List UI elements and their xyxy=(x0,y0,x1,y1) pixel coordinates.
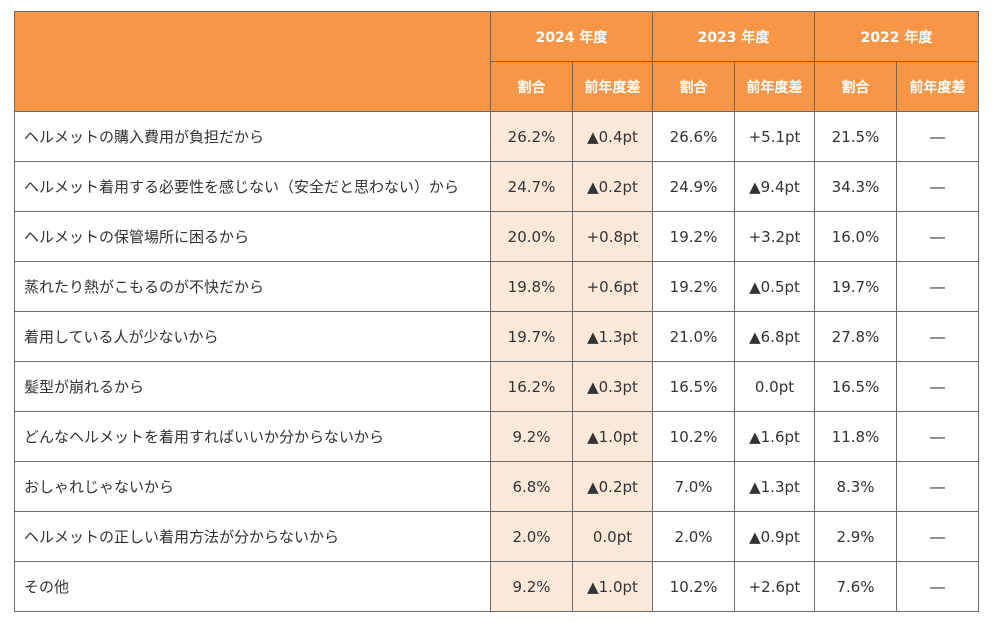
cell-share-2024: 24.7% xyxy=(490,161,573,212)
cell-share-2022: 7.6% xyxy=(814,561,897,612)
row-reason-label: 髪型が崩れるから xyxy=(14,361,491,412)
cell-share-2022: 27.8% xyxy=(814,311,897,362)
row-reason-label: どんなヘルメットを着用すればいいか分からないから xyxy=(14,411,491,462)
cell-diff-2022: ― xyxy=(896,461,979,512)
table-row: ヘルメットの保管場所に困るから 20.0% +0.8pt 19.2% +3.2pt 16.… xyxy=(14,211,979,262)
cell-diff-2024: 0.0pt xyxy=(572,511,653,562)
cell-diff-2023: +3.2pt xyxy=(734,211,815,262)
row-reason-label: ヘルメットの保管場所に困るから xyxy=(14,211,491,262)
header-year-2022: 2022 年度 xyxy=(814,11,979,62)
table-row: どんなヘルメットを着用すればいいか分からないから 9.2% ▲1.0pt 10.2% ▲… xyxy=(14,411,979,462)
cell-share-2022: 11.8% xyxy=(814,411,897,462)
cell-diff-2024: ▲1.0pt xyxy=(572,411,653,462)
cell-diff-2023: +2.6pt xyxy=(734,561,815,612)
cell-diff-2024: ▲0.4pt xyxy=(572,111,653,162)
table-body: ヘルメットの購入費用が負担だから 26.2% ▲0.4pt 26.6% +5.1pt 21… xyxy=(14,111,979,612)
cell-diff-2023: ▲9.4pt xyxy=(734,161,815,212)
cell-share-2024: 9.2% xyxy=(490,561,573,612)
cell-diff-2023: ▲1.3pt xyxy=(734,461,815,512)
table-row: 着用している人が少ないから 19.7% ▲1.3pt 21.0% ▲6.8pt 27.8%… xyxy=(14,311,979,362)
row-reason-label: ヘルメット着用する必要性を感じない（安全だと思わない）から xyxy=(14,161,491,212)
row-reason-label: その他 xyxy=(14,561,491,612)
cell-share-2024: 19.8% xyxy=(490,261,573,312)
row-reason-label: 着用している人が少ないから xyxy=(14,311,491,362)
cell-share-2022: 2.9% xyxy=(814,511,897,562)
cell-diff-2022: ― xyxy=(896,561,979,612)
header-share-2022: 割合 xyxy=(814,61,897,112)
cell-share-2024: 6.8% xyxy=(490,461,573,512)
table-row: ヘルメットの購入費用が負担だから 26.2% ▲0.4pt 26.6% +5.1pt 21… xyxy=(14,111,979,162)
cell-share-2024: 9.2% xyxy=(490,411,573,462)
cell-share-2023: 19.2% xyxy=(652,211,735,262)
cell-share-2023: 10.2% xyxy=(652,561,735,612)
cell-diff-2022: ― xyxy=(896,161,979,212)
results-table-container: 2024 年度 2023 年度 2022 年度 割合 前年度差 割合 前年度差 … xyxy=(14,11,979,612)
cell-diff-2022: ― xyxy=(896,311,979,362)
cell-share-2023: 7.0% xyxy=(652,461,735,512)
cell-diff-2023: ▲1.6pt xyxy=(734,411,815,462)
row-reason-label: 蒸れたり熱がこもるのが不快だから xyxy=(14,261,491,312)
cell-diff-2022: ― xyxy=(896,361,979,412)
header-year-2023: 2023 年度 xyxy=(652,11,815,62)
helmet-reasons-table: 2024 年度 2023 年度 2022 年度 割合 前年度差 割合 前年度差 … xyxy=(14,11,979,612)
cell-diff-2024: +0.6pt xyxy=(572,261,653,312)
cell-share-2023: 26.6% xyxy=(652,111,735,162)
cell-diff-2024: ▲0.2pt xyxy=(572,461,653,512)
cell-share-2024: 2.0% xyxy=(490,511,573,562)
cell-share-2023: 2.0% xyxy=(652,511,735,562)
cell-diff-2022: ― xyxy=(896,411,979,462)
cell-diff-2022: ― xyxy=(896,261,979,312)
header-diff-2022: 前年度差 xyxy=(896,61,979,112)
cell-share-2022: 19.7% xyxy=(814,261,897,312)
table-row: ヘルメット着用する必要性を感じない（安全だと思わない）から 24.7% ▲0.2pt… xyxy=(14,161,979,212)
cell-share-2022: 8.3% xyxy=(814,461,897,512)
cell-share-2022: 34.3% xyxy=(814,161,897,212)
table-row: 髪型が崩れるから 16.2% ▲0.3pt 16.5% 0.0pt 16.5% ― xyxy=(14,361,979,412)
table-row: ヘルメットの正しい着用方法が分からないから 2.0% 0.0pt 2.0% ▲0.9pt… xyxy=(14,511,979,562)
cell-share-2024: 16.2% xyxy=(490,361,573,412)
cell-diff-2024: ▲0.2pt xyxy=(572,161,653,212)
cell-diff-2023: ▲0.9pt xyxy=(734,511,815,562)
table-row: 蒸れたり熱がこもるのが不快だから 19.8% +0.6pt 19.2% ▲0.5pt 19… xyxy=(14,261,979,312)
table-row: その他 9.2% ▲1.0pt 10.2% +2.6pt 7.6% ― xyxy=(14,561,979,612)
cell-share-2023: 19.2% xyxy=(652,261,735,312)
cell-share-2023: 21.0% xyxy=(652,311,735,362)
row-reason-label: ヘルメットの購入費用が負担だから xyxy=(14,111,491,162)
table-row: おしゃれじゃないから 6.8% ▲0.2pt 7.0% ▲1.3pt 8.3% ― xyxy=(14,461,979,512)
cell-share-2024: 26.2% xyxy=(490,111,573,162)
header-diff-2024: 前年度差 xyxy=(572,61,653,112)
cell-share-2024: 20.0% xyxy=(490,211,573,262)
cell-diff-2023: 0.0pt xyxy=(734,361,815,412)
cell-diff-2024: +0.8pt xyxy=(572,211,653,262)
cell-diff-2024: ▲0.3pt xyxy=(572,361,653,412)
cell-diff-2024: ▲1.3pt xyxy=(572,311,653,362)
cell-share-2022: 16.0% xyxy=(814,211,897,262)
cell-diff-2023: ▲6.8pt xyxy=(734,311,815,362)
cell-diff-2022: ― xyxy=(896,511,979,562)
cell-diff-2022: ― xyxy=(896,111,979,162)
cell-diff-2024: ▲1.0pt xyxy=(572,561,653,612)
cell-share-2024: 19.7% xyxy=(490,311,573,362)
cell-diff-2023: ▲0.5pt xyxy=(734,261,815,312)
row-reason-label: おしゃれじゃないから xyxy=(14,461,491,512)
header-year-2024: 2024 年度 xyxy=(490,11,653,62)
cell-share-2022: 16.5% xyxy=(814,361,897,412)
header-diff-2023: 前年度差 xyxy=(734,61,815,112)
cell-share-2022: 21.5% xyxy=(814,111,897,162)
cell-diff-2023: +5.1pt xyxy=(734,111,815,162)
header-share-2023: 割合 xyxy=(652,61,735,112)
cell-share-2023: 24.9% xyxy=(652,161,735,212)
header-reason-blank xyxy=(14,11,491,112)
row-reason-label: ヘルメットの正しい着用方法が分からないから xyxy=(14,511,491,562)
cell-share-2023: 10.2% xyxy=(652,411,735,462)
cell-diff-2022: ― xyxy=(896,211,979,262)
cell-share-2023: 16.5% xyxy=(652,361,735,412)
table-header: 2024 年度 2023 年度 2022 年度 割合 前年度差 割合 前年度差 … xyxy=(14,11,979,112)
header-share-2024: 割合 xyxy=(490,61,573,112)
